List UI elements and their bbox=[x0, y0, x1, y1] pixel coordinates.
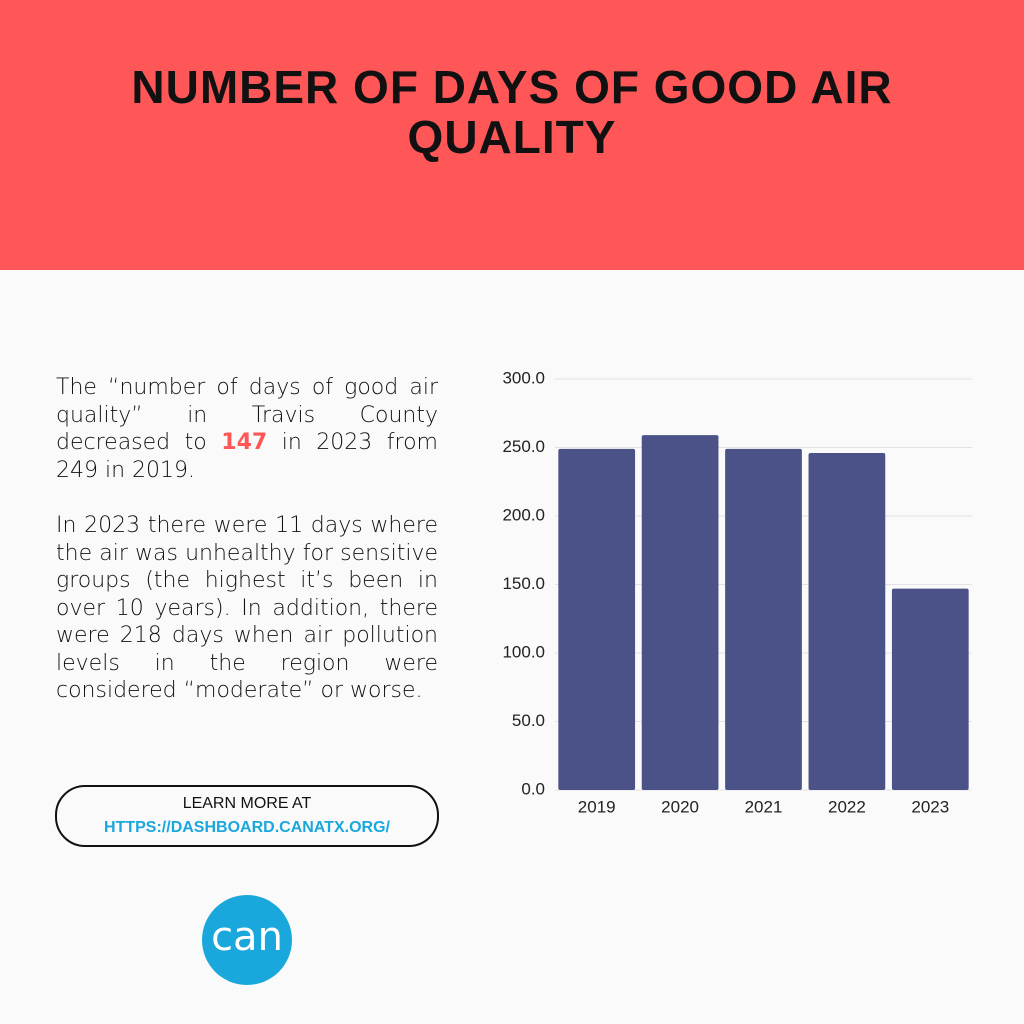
text: in 2023 from 249 in 2019. bbox=[56, 430, 438, 483]
x-tick-label: 2020 bbox=[661, 797, 699, 816]
highlight: 147 bbox=[221, 430, 268, 455]
bar bbox=[891, 588, 969, 790]
x-tick-label: 2019 bbox=[578, 797, 616, 816]
text: The “number of days of good air quality”… bbox=[56, 375, 438, 455]
x-tick-label: 2022 bbox=[828, 797, 866, 816]
button-label: LEARN MORE AT bbox=[182, 795, 312, 812]
y-tick-label: 150.0 bbox=[502, 574, 545, 593]
y-tick-label: 50.0 bbox=[512, 711, 545, 730]
y-tick-label: 0.0 bbox=[521, 779, 545, 798]
header: NUMBER OF DAYS OF GOOD AIR QUALITY bbox=[0, 0, 1024, 270]
chart: 0.0 50.0 100.0 150.0 200.0 250.0 300.0 2019 2020… bbox=[502, 368, 972, 816]
y-tick-label: 100.0 bbox=[502, 642, 545, 661]
bar bbox=[558, 448, 636, 790]
paragraph: In 2023 there were 11 days where the air… bbox=[56, 513, 438, 703]
x-tick-label: 2021 bbox=[745, 797, 783, 816]
button-link[interactable]: HTTPS://DASHBOARD.CANATX.ORG/ bbox=[104, 819, 390, 836]
y-tick-label: 250.0 bbox=[502, 437, 545, 456]
y-tick-label: 200.0 bbox=[502, 505, 545, 524]
x-tick-label: 2023 bbox=[911, 797, 949, 816]
bar bbox=[641, 435, 719, 790]
bar bbox=[808, 452, 886, 790]
paragraph: The “number of days of good air quality”… bbox=[56, 374, 438, 484]
y-tick-label: 300.0 bbox=[502, 368, 545, 387]
logo: can bbox=[202, 895, 292, 985]
bar bbox=[725, 448, 802, 790]
link-button[interactable]: LEARN MORE AT HTTPS://DASHBOARD.CANATX.O… bbox=[55, 785, 439, 847]
title: NUMBER OF DAYS OF GOOD AIR QUALITY bbox=[131, 61, 893, 163]
